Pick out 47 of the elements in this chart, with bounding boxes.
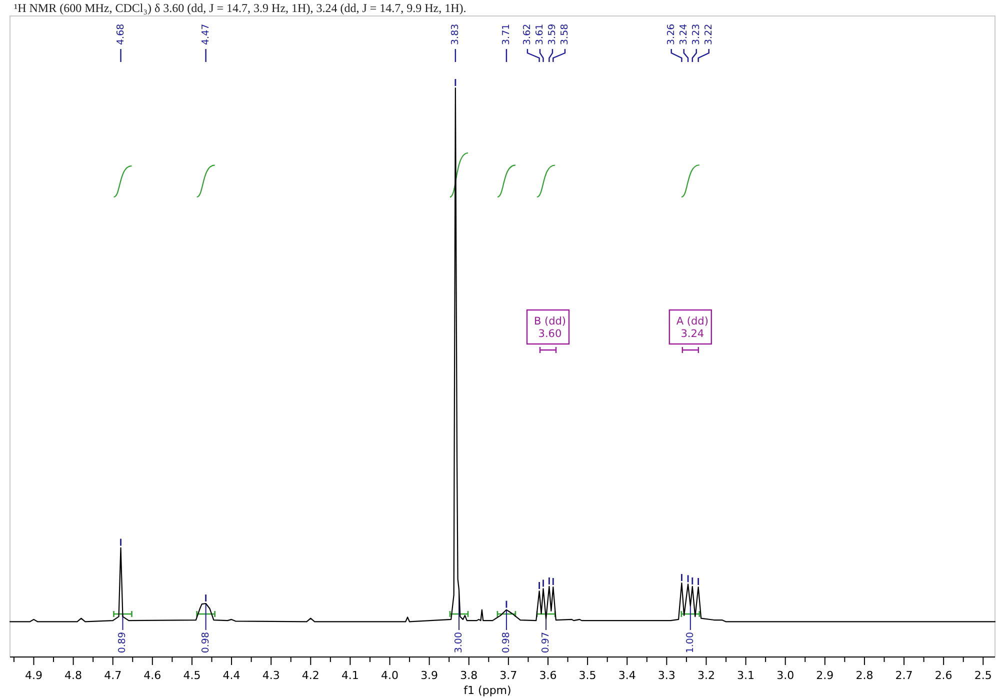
x-tick-label: 4.6 (144, 669, 162, 682)
x-tick-label: 2.6 (934, 669, 952, 682)
annotation: 0.89 (117, 632, 128, 654)
x-tick-label: 4.8 (64, 669, 82, 682)
x-tick-label: 2.7 (895, 669, 913, 682)
x-tick-label: 3.4 (618, 669, 636, 682)
x-tick-label: 4.3 (262, 669, 280, 682)
x-tick-label: 3.3 (658, 669, 676, 682)
chart-title: ¹H NMR (600 MHz, CDCl₃) δ 3.60 (dd, J = 14.7, 3.9 Hz, 1H), 3.24 (dd, J = 14.7, 9.9 Hz, 1H). (14, 1, 466, 15)
x-tick-label: 3.6 (539, 669, 557, 682)
x-tick-label: 4.1 (341, 669, 359, 682)
x-axis-title: f1 (ppm) (464, 684, 512, 697)
x-tick-label: 3.7 (500, 669, 518, 682)
annotation: B (dd) 3.60 (534, 315, 566, 340)
x-tick-label: 4.0 (381, 669, 399, 682)
annotation: 3.62 (522, 24, 533, 45)
x-tick-label: 4.2 (302, 669, 320, 682)
annotation: 3.26 (666, 24, 677, 45)
annotation: 3.61 (534, 24, 546, 45)
x-tick-label: 2.8 (856, 669, 874, 682)
annotation: 4.47 (200, 24, 212, 45)
annotation: 0.98 (200, 632, 212, 654)
x-tick-label: 2.9 (816, 669, 834, 682)
x-tick-label: 3.1 (737, 669, 755, 682)
x-tick-label: 3.5 (578, 669, 596, 682)
annotation: 3.00 (453, 632, 464, 654)
x-tick-label: 3.0 (776, 669, 794, 682)
annotation: 3.83 (450, 24, 461, 45)
x-tick-label: 4.4 (222, 669, 240, 682)
annotation: 3.58 (559, 24, 570, 45)
annotation: 4.68 (115, 24, 126, 45)
x-tick-label: 4.7 (104, 669, 122, 682)
annotation: 1.00 (684, 632, 696, 654)
x-tick-label: 3.8 (460, 669, 478, 682)
annotation: 3.23 (690, 24, 702, 45)
x-tick-label: 3.9 (420, 669, 438, 682)
annotation: 3.22 (703, 24, 714, 45)
annotation: A (dd) 3.24 (676, 315, 708, 340)
annotation: 0.98 (500, 632, 512, 654)
x-tick-label: 4.9 (24, 669, 42, 682)
annotation: 3.71 (500, 24, 512, 45)
x-tick-label: 4.5 (183, 669, 201, 682)
annotation: 0.97 (540, 632, 552, 654)
annotation: 3.24 (678, 24, 690, 45)
x-tick-label: 3.2 (697, 669, 715, 682)
x-tick-label: 2.5 (974, 669, 992, 682)
annotation: 3.59 (546, 24, 558, 45)
